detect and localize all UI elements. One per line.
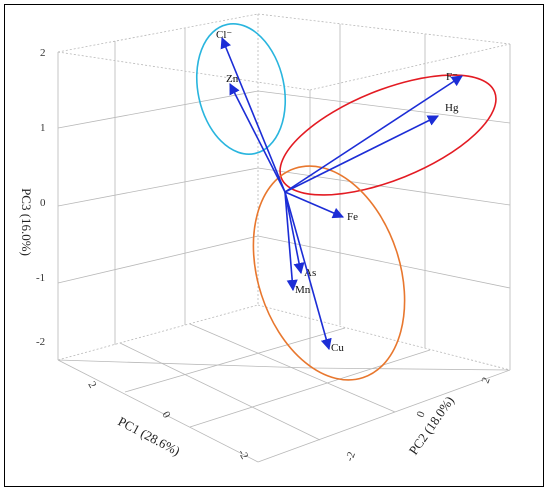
group-ellipse-cl-zn bbox=[195, 23, 287, 155]
vector-label: Zn bbox=[226, 73, 239, 85]
vector-label: Cu bbox=[331, 342, 344, 354]
x-tick-label: -2 bbox=[235, 448, 250, 462]
vector-label: F⁻ bbox=[446, 71, 458, 83]
vector-label: Hg bbox=[445, 102, 459, 114]
loading-vector bbox=[284, 191, 305, 275]
loading-vector bbox=[284, 191, 345, 219]
z-axis-title: PC3 (16.0%) bbox=[19, 188, 34, 256]
loading-vector bbox=[284, 191, 332, 351]
z-tick-label: 1 bbox=[40, 122, 46, 134]
y-tick-label: 2 bbox=[480, 376, 493, 385]
group-ellipse-fe-as-mn-cu bbox=[252, 165, 406, 381]
box-grid bbox=[57, 13, 511, 463]
group-ellipses bbox=[195, 23, 497, 381]
loading-vector bbox=[284, 75, 463, 193]
group-ellipse-f-hg bbox=[279, 74, 497, 196]
z-tick-label: -1 bbox=[36, 272, 45, 284]
vector-label: Fe bbox=[347, 211, 358, 223]
z-tick-label: 2 bbox=[40, 47, 46, 59]
z-tick-label: 0 bbox=[40, 197, 46, 209]
x-tick-label: 2 bbox=[85, 380, 98, 391]
loading-vector bbox=[229, 83, 286, 193]
y-tick-label: -2 bbox=[344, 450, 358, 463]
loading-vector bbox=[284, 115, 440, 193]
x-axis-title: PC1 (28.6%) bbox=[116, 413, 183, 458]
z-tick-label: -2 bbox=[36, 336, 45, 348]
z-axis: 2 1 0 -1 -2 PC3 (16.0%) bbox=[19, 47, 46, 348]
x-axis: 2 0 -2 PC1 (28.6%) bbox=[85, 380, 250, 462]
loading-vector bbox=[284, 191, 298, 292]
x-tick-label: 0 bbox=[159, 410, 172, 421]
vector-label: Cl⁻ bbox=[216, 29, 232, 41]
y-axis-title: PC2 (18.0%) bbox=[406, 393, 457, 457]
figure-frame bbox=[4, 4, 544, 487]
y-tick-label: 0 bbox=[415, 409, 428, 419]
vector-label: Mn bbox=[295, 284, 311, 296]
y-axis: -2 0 2 PC2 (18.0%) bbox=[344, 376, 493, 463]
loading-vector bbox=[220, 36, 286, 193]
